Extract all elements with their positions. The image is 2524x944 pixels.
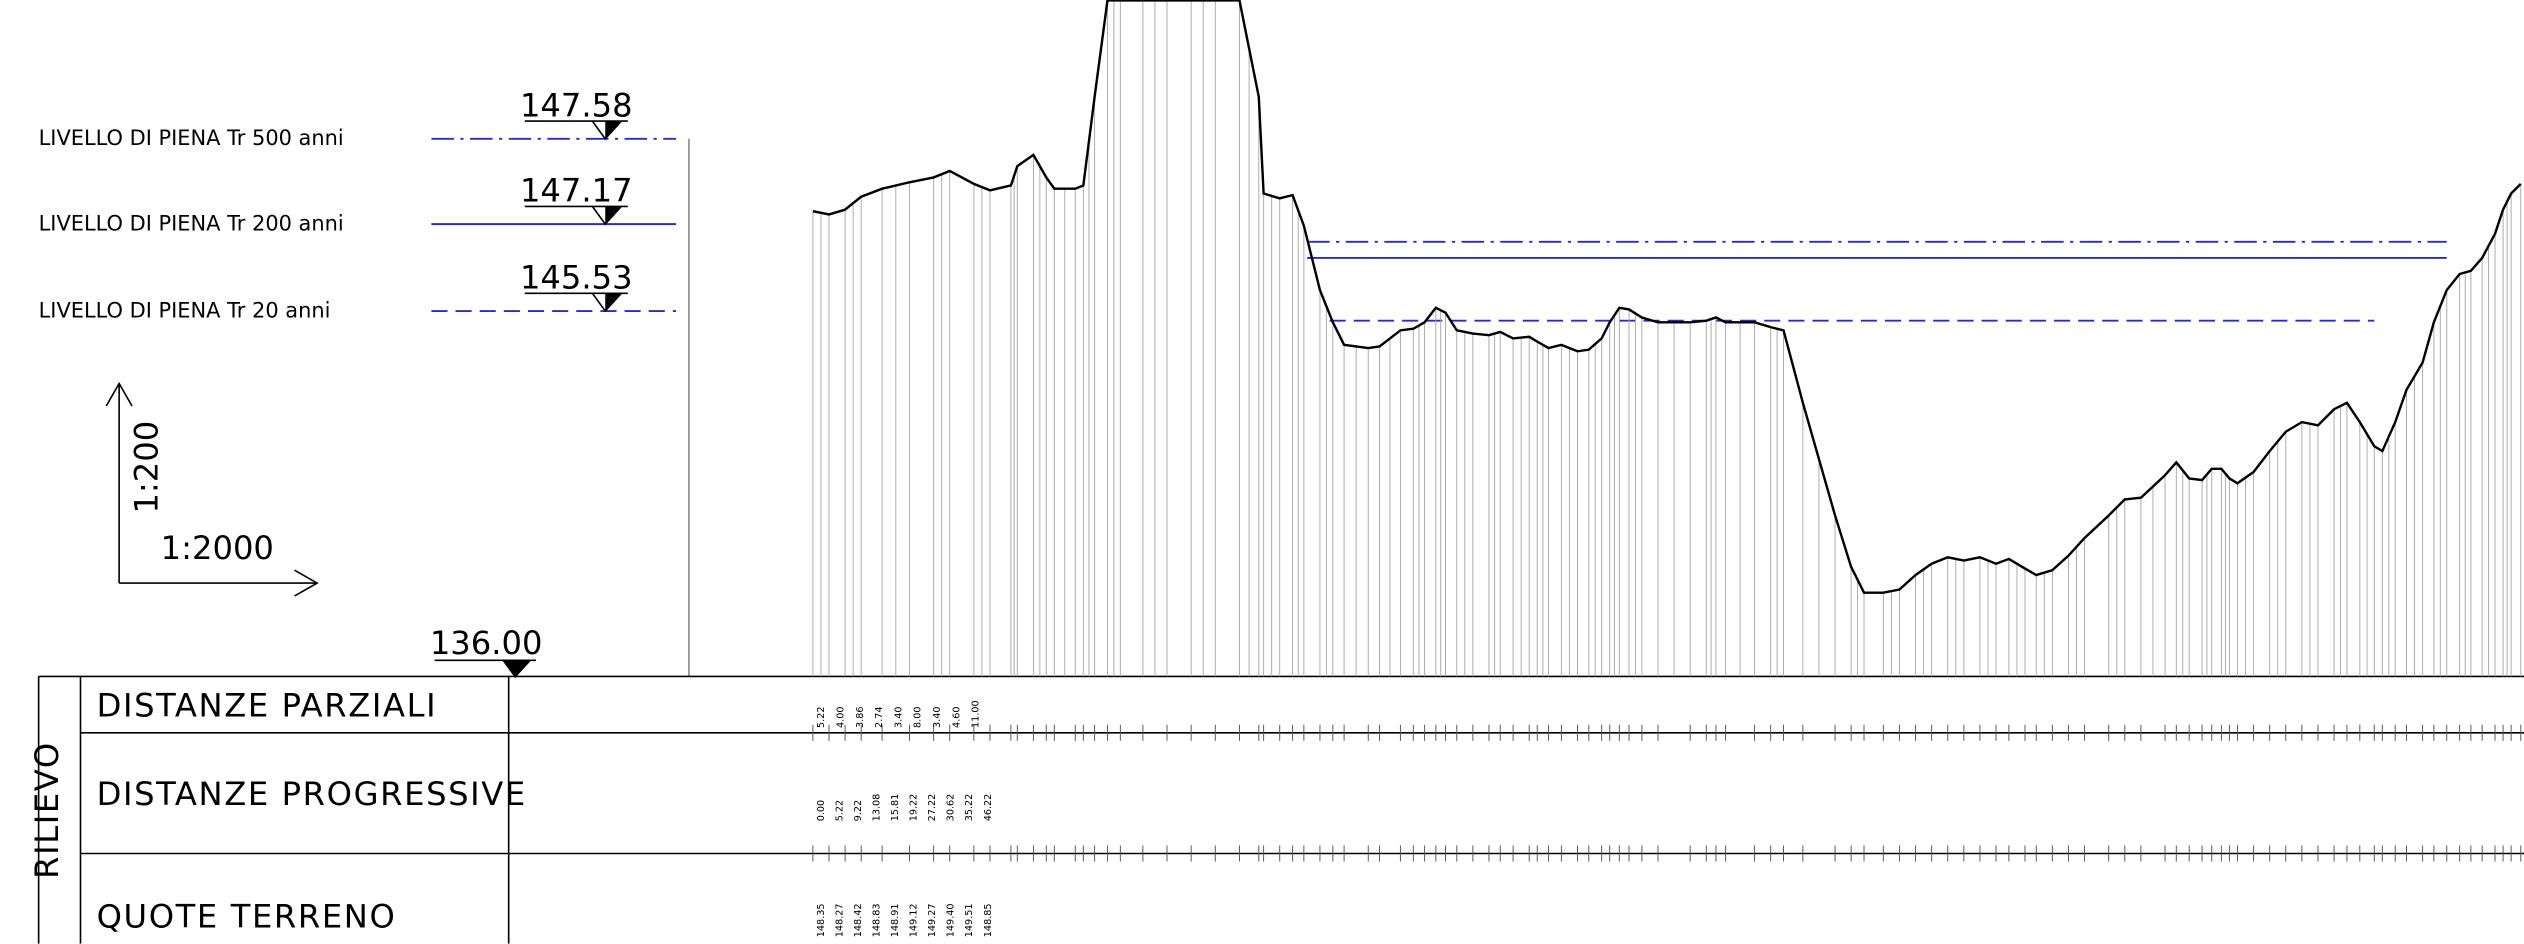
row-label: DISTANZE PROGRESSIVE <box>97 775 527 813</box>
row-value: 11.00 <box>971 700 982 728</box>
row-value: 148.83 <box>872 903 883 937</box>
row-value: 4.00 <box>835 706 846 727</box>
flood-lines <box>1307 240 2447 322</box>
row-value: 2.74 <box>874 706 885 727</box>
row-label: QUOTE TERRENO <box>97 898 397 936</box>
level-label: LIVELLO DI PIENA Tr 200 anni <box>39 212 344 236</box>
row-value: 19.22 <box>909 794 920 822</box>
row-value: 3.86 <box>855 706 866 727</box>
row-value: 149.40 <box>946 903 957 937</box>
profile-group <box>812 0 2522 862</box>
row-value: 5.22 <box>835 800 846 821</box>
row-value: 30.62 <box>946 794 957 822</box>
level-label: LIVELLO DI PIENA Tr 500 anni <box>39 126 344 150</box>
row-value: 35.22 <box>964 794 975 822</box>
row-value: 8.00 <box>913 706 924 727</box>
scale-horizontal: 1:2000 <box>161 529 274 567</box>
row-value: 148.35 <box>816 903 827 937</box>
scale-arrows <box>105 381 319 597</box>
level-elevation: 147.17 <box>520 172 633 210</box>
level-elevation: 147.58 <box>520 86 633 124</box>
level-label: LIVELLO DI PIENA Tr 20 anni <box>39 298 331 322</box>
group-label: RILIEVO <box>28 741 66 879</box>
row-value: 149.12 <box>909 903 920 937</box>
row-value: 13.08 <box>872 794 883 822</box>
row-value: 46.22 <box>983 794 994 822</box>
frame <box>37 138 2524 944</box>
row-value: 148.91 <box>890 903 901 937</box>
row-value: 9.22 <box>853 800 864 821</box>
terrain-profile <box>812 0 2522 594</box>
row-value: 148.85 <box>983 903 994 937</box>
row-value: 3.40 <box>932 706 943 727</box>
row-value: 0.00 <box>816 800 827 821</box>
datum-label: 136.00 <box>430 624 543 662</box>
row-value: 148.42 <box>853 903 864 937</box>
row-value: 148.27 <box>835 903 846 937</box>
row-value: 27.22 <box>927 794 938 822</box>
row-value: 4.60 <box>951 706 962 727</box>
level-elevation: 145.53 <box>520 258 633 296</box>
row-value: 5.22 <box>816 706 827 727</box>
scale-vertical: 1:200 <box>128 421 166 514</box>
row-value: 15.81 <box>890 794 901 822</box>
row-value: 3.40 <box>893 706 904 727</box>
row-value: 149.51 <box>964 903 975 937</box>
datum-marker <box>502 660 532 679</box>
row-value: 149.27 <box>927 903 938 937</box>
row-label: DISTANZE PARZIALI <box>97 687 438 725</box>
